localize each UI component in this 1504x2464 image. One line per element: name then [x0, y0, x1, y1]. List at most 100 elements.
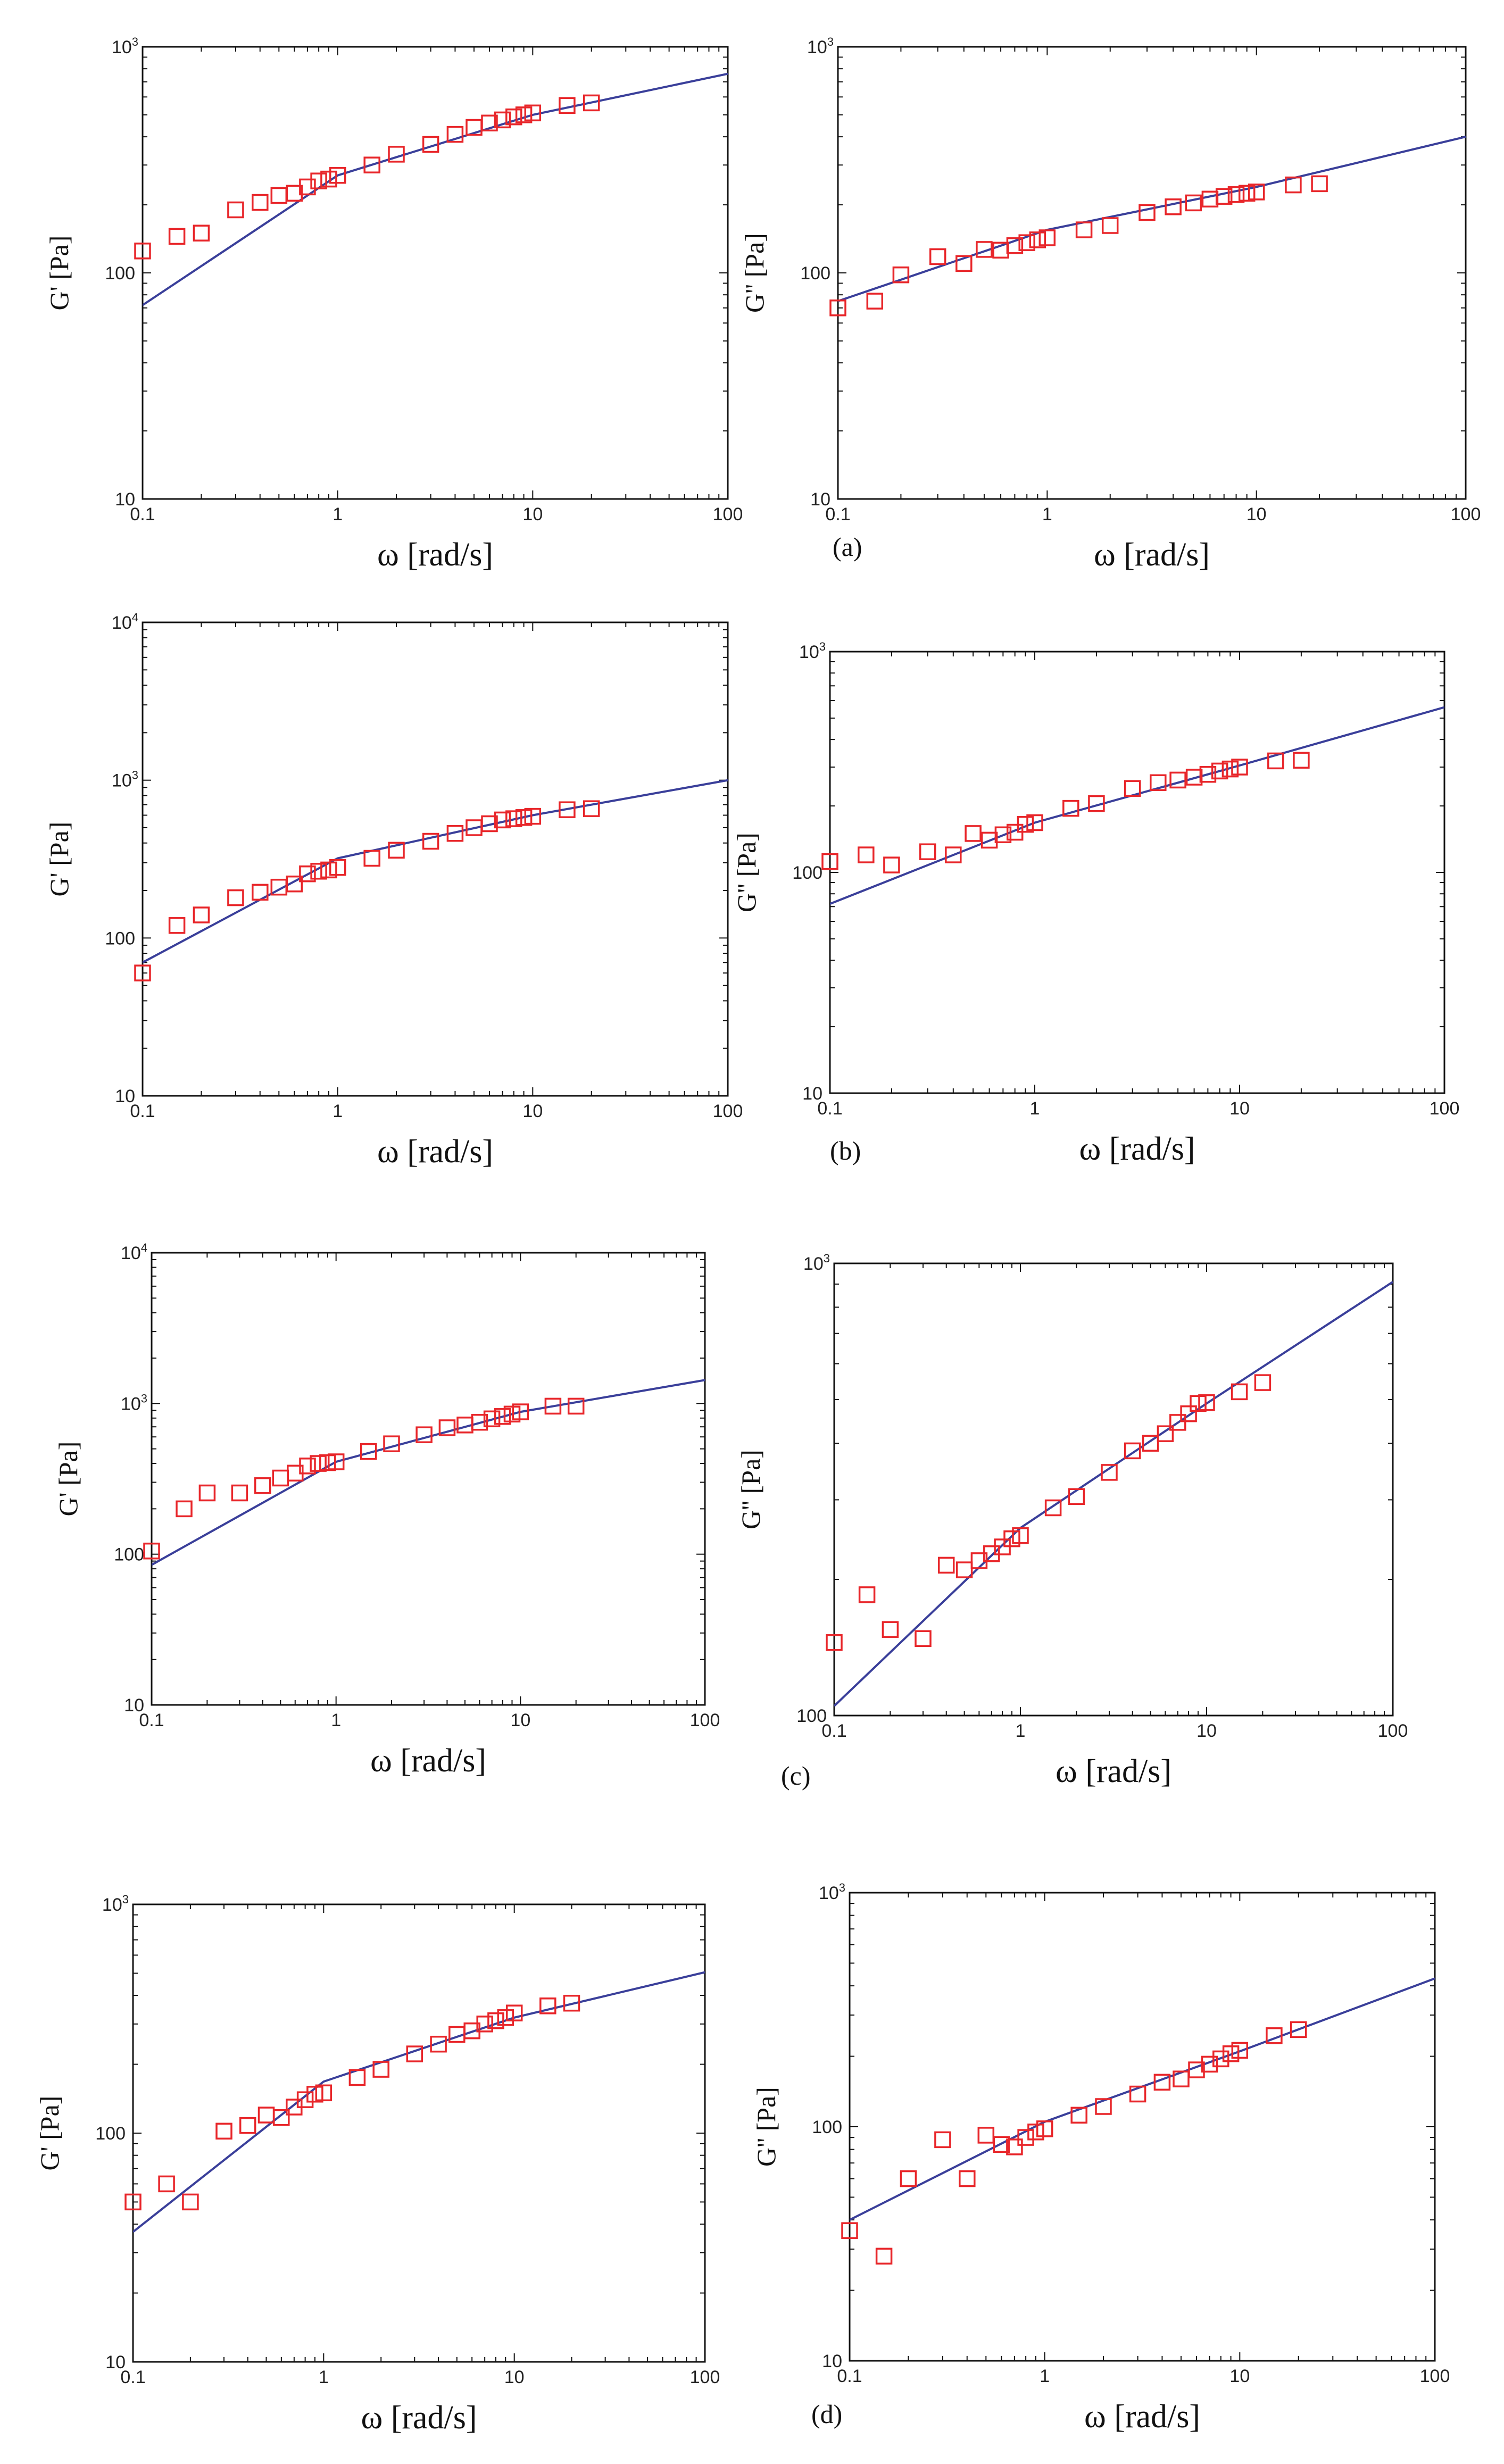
chart-c-right: 0.1 1 10 100 103 100 ω [rad/s] G'' [Pa] — [736, 1252, 1408, 1789]
x-tick-label: 100 — [690, 1710, 720, 1730]
data-point — [329, 167, 346, 184]
data-point — [505, 810, 522, 827]
data-point — [1095, 2098, 1112, 2115]
data-point — [1157, 1425, 1174, 1442]
x-tick-label: 1 — [333, 504, 343, 525]
data-point — [388, 146, 405, 163]
data-point — [227, 201, 244, 219]
data-point — [296, 2091, 314, 2108]
x-tick-label: 1 — [1040, 2366, 1050, 2386]
data-point — [1222, 2045, 1240, 2062]
x-tick-label: 10 — [1247, 504, 1267, 525]
data-point — [286, 875, 303, 893]
data-point — [310, 863, 327, 880]
data-point — [1238, 185, 1256, 202]
data-point — [1254, 1374, 1272, 1391]
data-point — [329, 859, 346, 876]
data-point — [1142, 1435, 1159, 1452]
x-axis-label: ω [rad/s] — [1056, 1753, 1171, 1789]
y-tick-label: 100 — [792, 863, 822, 883]
data-point — [383, 1435, 400, 1452]
chart-panels: 0.1 1 10 100 103 100 10 ω [rad/s] G' [Pa] 0.1 1 10 1… — [35, 35, 1481, 2436]
x-tick-label: 0.1 — [817, 1098, 842, 1119]
data-point — [1165, 198, 1182, 215]
x-tick-label: 10 — [522, 504, 543, 525]
data-point — [363, 156, 380, 173]
model-fit-line — [152, 1379, 705, 1566]
x-tick-label: 100 — [1420, 2366, 1450, 2386]
data-point — [182, 2193, 199, 2211]
y-tick-label: 103 — [803, 1252, 830, 1274]
data-point — [1199, 765, 1217, 783]
data-point — [168, 228, 186, 245]
data-point — [567, 1397, 585, 1415]
panel-label-b: (b) — [830, 1136, 861, 1166]
data-point — [1285, 176, 1302, 194]
data-point — [505, 2004, 523, 2021]
data-point — [310, 1455, 327, 1472]
y-axis-label: G'' [Pa] — [751, 2087, 781, 2167]
x-tick-label: 1 — [1030, 1098, 1040, 1119]
y-tick-label: 10 — [124, 1695, 144, 1716]
data-point — [1038, 229, 1056, 246]
data-point — [134, 964, 151, 981]
data-point — [306, 2086, 323, 2103]
x-tick-label: 1 — [333, 1101, 343, 1121]
data-point — [583, 94, 600, 112]
data-point — [124, 2193, 142, 2211]
data-point — [512, 1403, 529, 1420]
data-point — [841, 2222, 858, 2239]
y-tick-label: 100 — [800, 263, 830, 284]
data-point — [875, 2247, 893, 2265]
y-tick-label: 10 — [115, 489, 135, 510]
data-point — [1201, 2055, 1218, 2073]
data-point — [1185, 194, 1202, 212]
data-point — [422, 833, 439, 850]
chart-d-left: 0.1 1 10 100 103 100 10 ω [rad/s] G' [Pa] — [35, 1893, 720, 2436]
data-point — [286, 185, 303, 202]
data-point — [1185, 769, 1203, 786]
y-axis-label: G' [Pa] — [35, 2096, 64, 2171]
data-point — [980, 831, 998, 849]
data-point — [327, 1453, 345, 1470]
data-point — [515, 809, 533, 826]
y-tick-label: 103 — [112, 35, 138, 57]
y-axis-label: G' [Pa] — [44, 822, 74, 897]
data-point — [320, 170, 337, 188]
data-point — [1198, 1394, 1215, 1411]
data-point — [1027, 2124, 1044, 2141]
data-point — [1006, 2138, 1023, 2155]
data-point — [1124, 1442, 1141, 1460]
data-point — [892, 266, 910, 284]
data-point — [406, 2045, 423, 2062]
data-point — [1017, 2129, 1034, 2146]
data-point — [363, 850, 380, 867]
data-point — [1068, 1488, 1085, 1505]
y-tick-label: 10 — [810, 489, 830, 510]
y-tick-label: 103 — [121, 1392, 147, 1414]
data-point — [193, 906, 210, 923]
data-point — [919, 843, 936, 860]
x-tick-label: 1 — [1042, 504, 1052, 525]
data-point — [422, 136, 439, 153]
data-point — [193, 224, 210, 242]
x-axis-label: ω [rad/s] — [377, 537, 493, 573]
x-tick-label: 10 — [1229, 1098, 1250, 1119]
y-tick-label: 100 — [95, 2124, 126, 2144]
panel-label-d: (d) — [811, 2399, 842, 2429]
model-fit-line — [143, 779, 728, 964]
data-point — [955, 255, 973, 272]
x-tick-label: 100 — [713, 504, 743, 525]
chart-a-right: 0.1 1 10 100 103 100 10 ω [rad/s] G'' [Pa] — [739, 35, 1481, 573]
data-point — [1212, 2050, 1229, 2068]
x-axis-label: ω [rad/s] — [370, 1743, 486, 1779]
x-tick-label: 1 — [1016, 1721, 1026, 1741]
model-fit-line — [133, 1971, 705, 2233]
data-point — [559, 801, 576, 818]
y-tick-label: 10 — [802, 1084, 822, 1104]
data-point — [487, 2012, 504, 2029]
data-point — [1180, 1405, 1197, 1422]
data-point — [1222, 760, 1239, 778]
data-point — [438, 1419, 456, 1436]
data-point — [1190, 1395, 1207, 1412]
